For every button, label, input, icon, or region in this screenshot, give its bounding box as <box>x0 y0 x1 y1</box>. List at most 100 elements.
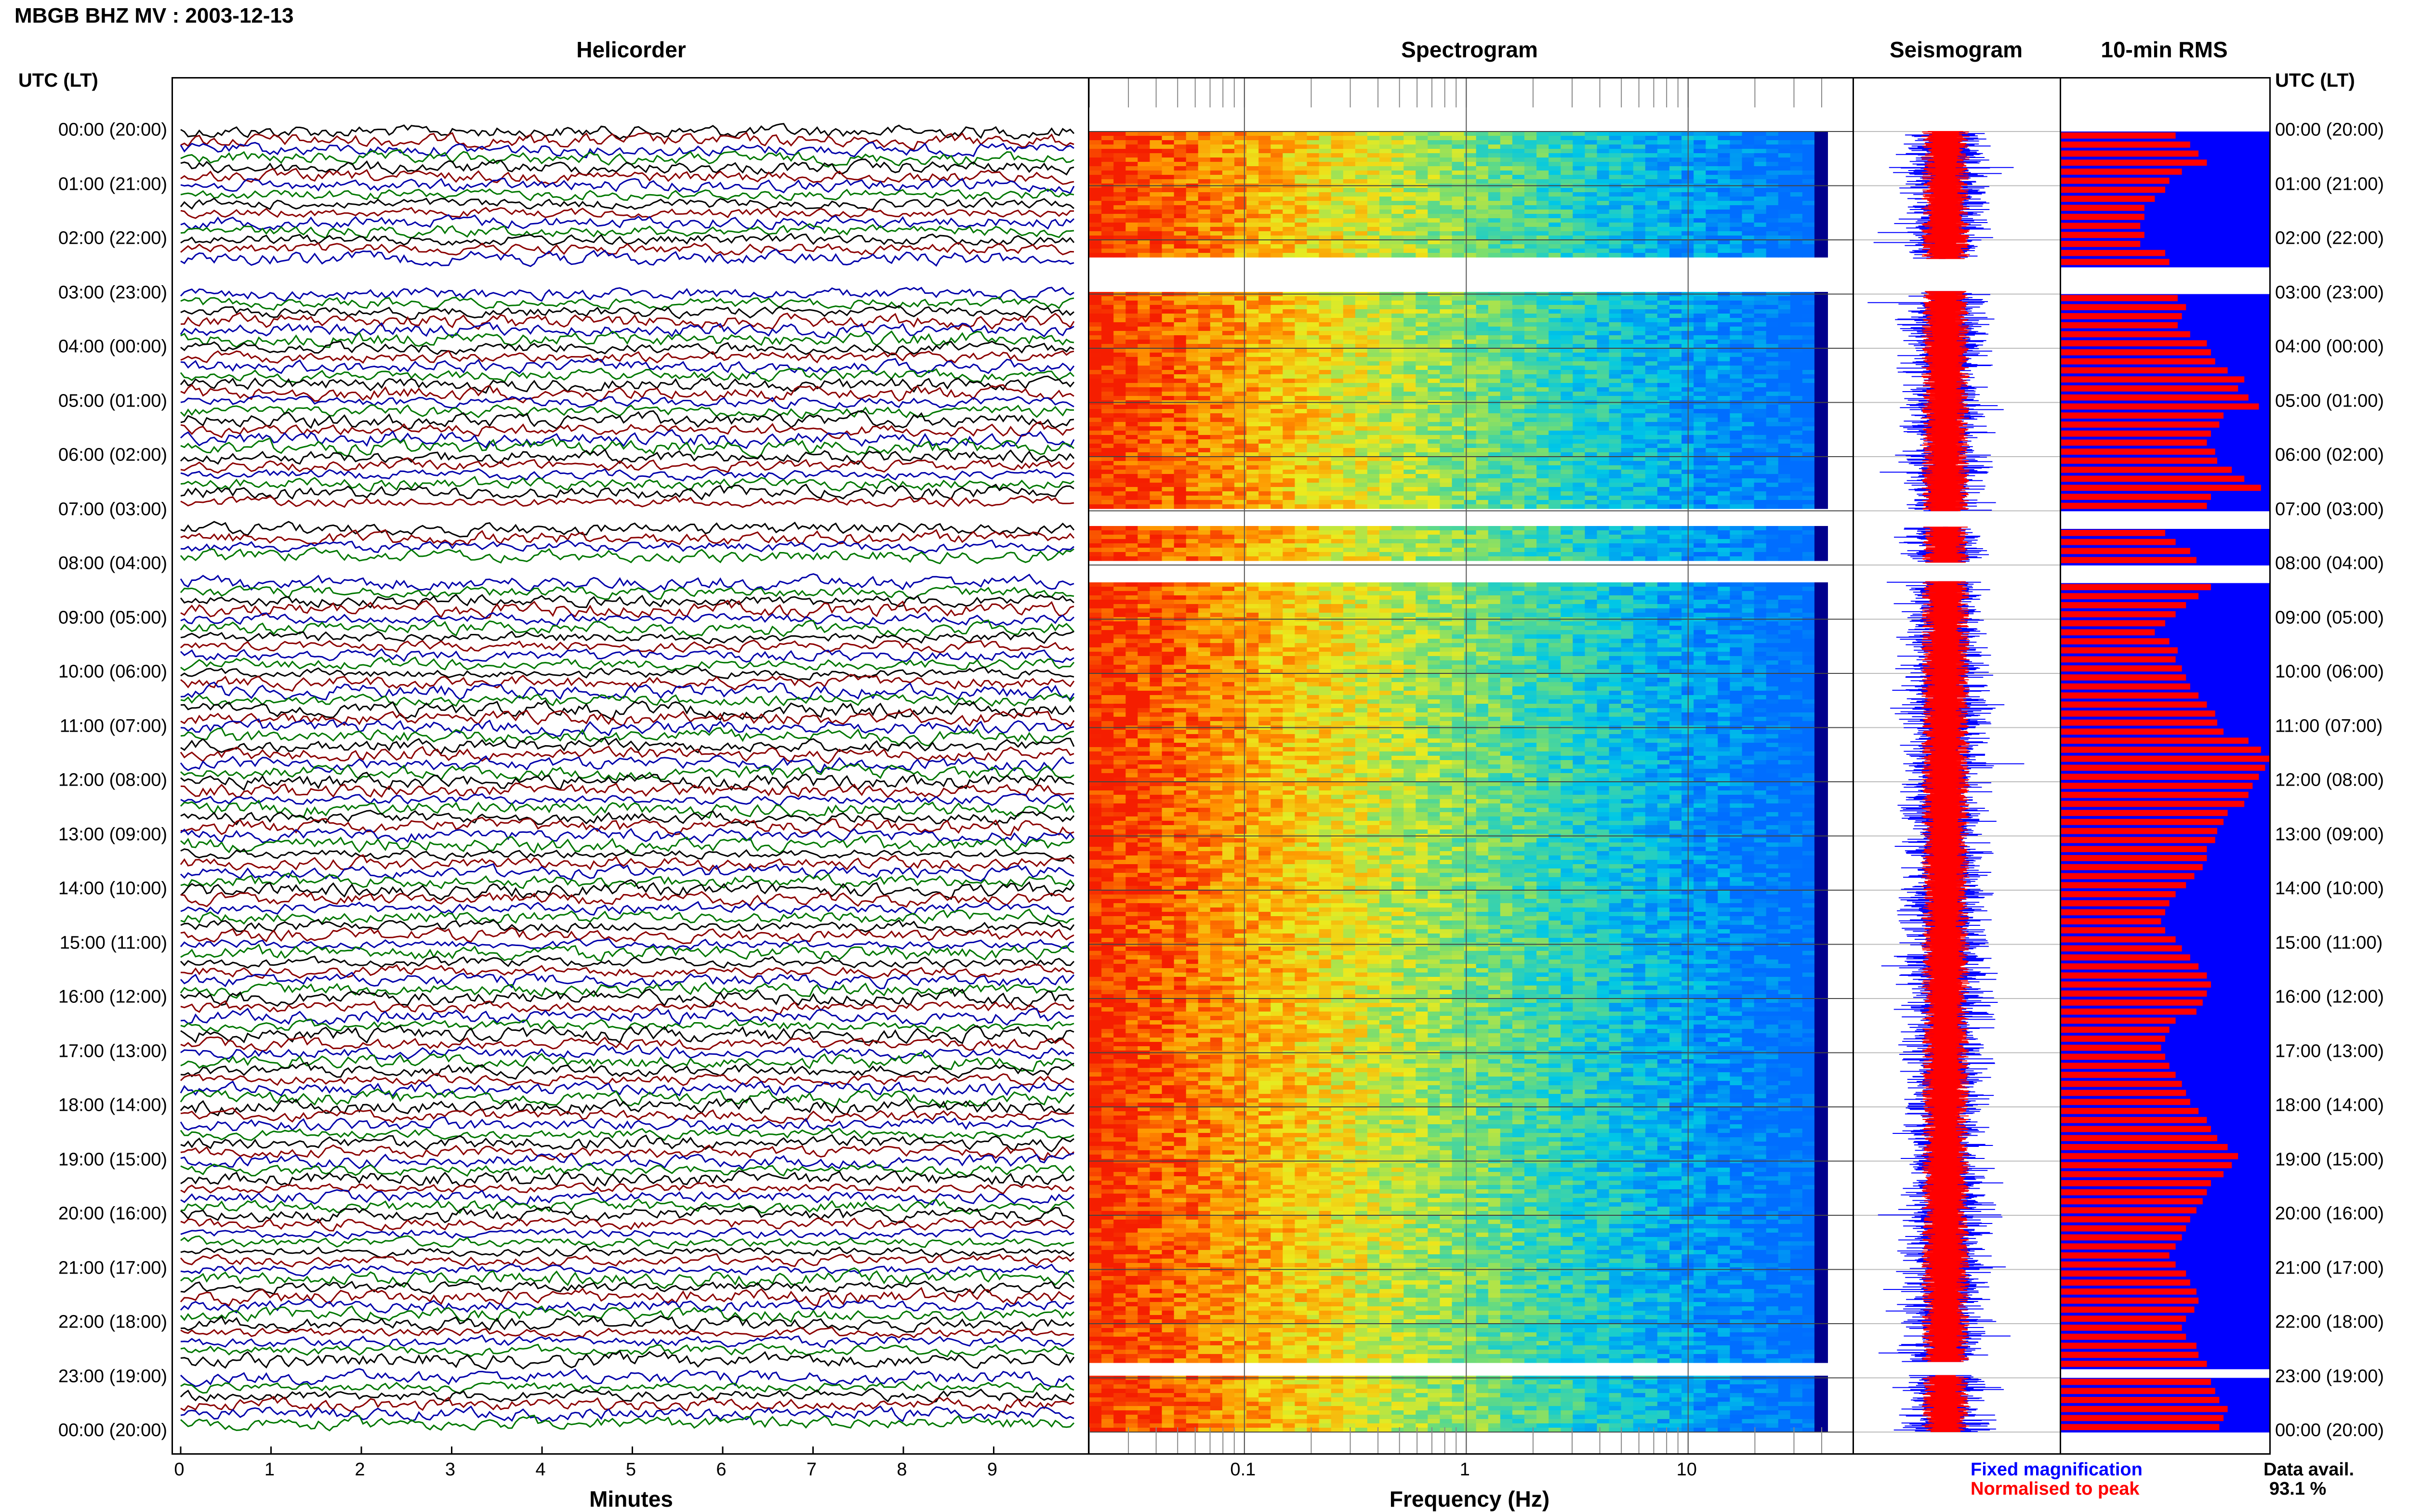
spectrogram-cell <box>1138 253 1151 258</box>
spectrogram-cell <box>1464 496 1477 500</box>
spectrogram-cell <box>1585 188 1598 193</box>
spectrogram-cell <box>1222 418 1235 422</box>
spectrogram-cell <box>1561 214 1574 219</box>
spectrogram-cell <box>1730 439 1743 444</box>
spectrogram-cell <box>1814 227 1828 232</box>
spectrogram-cell <box>1814 348 1828 353</box>
spectrogram-cell <box>1488 340 1501 344</box>
spectrogram-cell <box>1549 305 1562 310</box>
spectrogram-cell <box>1464 314 1477 318</box>
spectrogram-cell <box>1343 470 1356 474</box>
spectrogram-cell <box>1246 448 1259 453</box>
spectrogram-cell <box>1101 370 1114 375</box>
spectrogram-cell <box>1089 305 1102 310</box>
helicorder-title: Helicorder <box>576 37 686 62</box>
hour-label-right: 05:00 (01:00) <box>2275 391 2384 411</box>
spectrogram-cell <box>1814 374 1828 379</box>
spectrogram-cell <box>1766 500 1779 505</box>
spectrogram-cell <box>1198 478 1211 483</box>
spectrogram-cell <box>1222 223 1235 227</box>
spectrogram-cell <box>1549 465 1562 470</box>
spectrogram-cell <box>1295 214 1308 219</box>
helicorder-trace <box>180 1128 1074 1141</box>
spectrogram-cell <box>1295 470 1308 474</box>
spectrogram-cell <box>1573 387 1586 392</box>
spectrogram-cell <box>1343 353 1356 357</box>
spectrogram-cell <box>1283 218 1296 223</box>
spectrogram-cell <box>1476 214 1489 219</box>
spectrogram-cell <box>1694 370 1707 375</box>
spectrogram-cell <box>1198 244 1211 249</box>
spectrogram-cell <box>1367 179 1380 184</box>
spectrogram-cell <box>1125 335 1138 340</box>
spectrogram-cell <box>1706 396 1719 401</box>
spectrogram-cell <box>1476 331 1489 336</box>
spectrogram-cell <box>1754 409 1767 414</box>
spectrogram-cell <box>1403 301 1416 305</box>
spectrogram-cell <box>1162 413 1175 418</box>
spectrogram-cell <box>1198 422 1211 427</box>
spectrogram-cell <box>1694 314 1707 318</box>
spectrogram-cell <box>1440 331 1453 336</box>
spectrogram-cell <box>1609 171 1622 175</box>
spectrogram-cell <box>1609 483 1622 487</box>
spectrogram-cell <box>1778 435 1791 440</box>
spectrogram-cell <box>1597 314 1610 318</box>
spectrogram-cell <box>1452 396 1465 401</box>
spectrogram-cell <box>1766 210 1779 214</box>
spectrogram-cell <box>1597 227 1610 232</box>
spectrogram-cell <box>1633 158 1646 162</box>
spectrogram-cell <box>1271 214 1284 219</box>
spectrogram-cell <box>1549 197 1562 201</box>
spectrogram-cell <box>1742 149 1755 154</box>
spectrogram-cell <box>1138 478 1151 483</box>
spectrogram-cell <box>1343 214 1356 219</box>
spectrogram-cell <box>1258 223 1271 227</box>
spectrogram-cell <box>1488 387 1501 392</box>
spectrogram-cell <box>1101 171 1114 175</box>
spectrogram-cell <box>1754 140 1767 145</box>
spectrogram-cell <box>1138 374 1151 379</box>
spectrogram-cell <box>1464 392 1477 396</box>
spectrogram-cell <box>1645 179 1658 184</box>
spectrogram-cell <box>1742 478 1755 483</box>
spectrogram-cell <box>1476 153 1489 158</box>
spectrogram-cell <box>1331 405 1344 409</box>
spectrogram-cell <box>1379 370 1392 375</box>
spectrogram-cell <box>1295 444 1308 448</box>
helicorder-trace <box>180 384 1074 404</box>
hour-label-left: 04:00 (00:00) <box>58 336 167 357</box>
spectrogram-cell <box>1258 457 1271 461</box>
spectrogram-cell <box>1331 483 1344 487</box>
spectrogram-cell <box>1440 491 1453 496</box>
spectrogram-cell <box>1621 387 1634 392</box>
spectrogram-cell <box>1125 331 1138 336</box>
spectrogram-cell <box>1403 188 1416 193</box>
spectrogram-cell <box>1730 314 1743 318</box>
spectrogram-cell <box>1669 379 1682 383</box>
spectrogram-cell <box>1802 331 1815 336</box>
spectrogram-cell <box>1210 162 1223 167</box>
spectrogram-cell <box>1343 296 1356 301</box>
spectrogram-cell <box>1295 478 1308 483</box>
spectrogram-cell <box>1718 465 1731 470</box>
spectrogram-cell <box>1222 218 1235 223</box>
spectrogram-cell <box>1379 348 1392 353</box>
spectrogram-cell <box>1440 236 1453 240</box>
spectrogram-cell <box>1452 227 1465 232</box>
spectrogram-cell <box>1730 210 1743 214</box>
spectrogram-cell <box>1246 309 1259 314</box>
spectrogram-cell <box>1319 353 1332 357</box>
spectrogram-cell <box>1416 496 1429 500</box>
spectrogram-cell <box>1150 383 1163 388</box>
spectrogram-cell <box>1403 340 1416 344</box>
spectrogram-panel <box>1088 77 1854 1455</box>
spectrogram-cell <box>1403 344 1416 349</box>
spectrogram-cell <box>1778 366 1791 370</box>
spectrogram-cell <box>1089 136 1102 141</box>
spectrogram-cell <box>1331 461 1344 466</box>
spectrogram-cell <box>1150 426 1163 431</box>
spectrogram-cell <box>1512 353 1525 357</box>
spectrogram-cell <box>1113 448 1126 453</box>
hour-label-right: 17:00 (13:00) <box>2275 1041 2384 1061</box>
